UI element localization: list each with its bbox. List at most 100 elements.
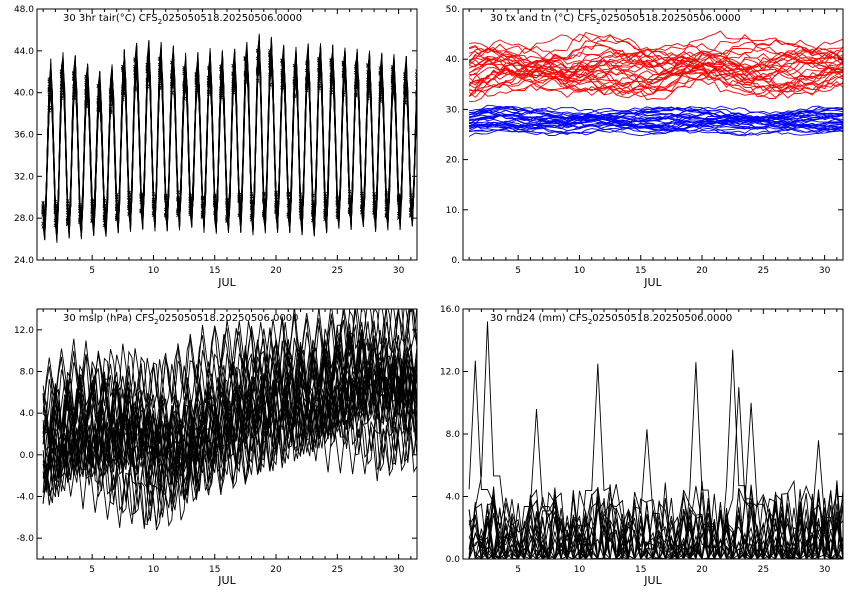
mslp-title: 30 mslp (hPa) CFS2025050518.20250506.000… <box>63 313 299 326</box>
tair-x-tick-label: 5 <box>89 266 95 276</box>
rnd24-x-tick-label: 20 <box>696 565 708 575</box>
tair-y-tick-label: 40.0 <box>14 89 34 99</box>
mslp-x-tick-label: 5 <box>89 565 95 575</box>
rnd24-x-axis-label: JUL <box>643 574 662 587</box>
mslp-y-tick-label: 0.0 <box>20 451 35 461</box>
rnd24-member-line <box>468 490 843 559</box>
rnd24-y-tick-label: 4.0 <box>446 493 461 503</box>
tair-y-tick-label: 36.0 <box>14 131 34 141</box>
mslp-y-tick-label: -8.0 <box>16 534 34 544</box>
mslp-member-line <box>42 340 417 491</box>
tx-tn-member-line <box>468 31 843 65</box>
tx-tn-member-line <box>468 61 843 90</box>
mslp-member-line <box>42 383 417 529</box>
tx-tn-x-tick-label: 25 <box>758 266 769 276</box>
tx-tn-member-line <box>468 55 843 88</box>
rnd24-x-tick-label: 30 <box>819 565 831 575</box>
tx-tn-member-line <box>468 43 843 74</box>
tx-tn-member-line <box>469 112 843 127</box>
tx-tn-member-line <box>469 113 843 130</box>
tair-point-marker <box>415 82 417 86</box>
tair-point-marker <box>415 76 417 81</box>
tx-tn-member-line <box>469 105 843 122</box>
rnd24-member-line <box>469 489 843 559</box>
tx-tn-y-tick-label: 0. <box>451 256 460 266</box>
tair-y-tick-label: 32.0 <box>14 172 34 182</box>
rnd24-member-line <box>468 387 843 559</box>
mslp-y-tick-label: 12.0 <box>14 326 34 336</box>
tair-x-tick-label: 10 <box>148 266 160 276</box>
mslp-y-tick-label: 8.0 <box>20 368 35 378</box>
tx-tn-member-line <box>468 67 843 98</box>
tx-tn-y-tick-label: 10. <box>446 206 460 216</box>
rnd24-member-line <box>469 491 843 559</box>
rnd24-y-tick-label: 16.0 <box>440 305 460 315</box>
rnd24-x-tick-label: 15 <box>635 565 646 575</box>
rnd24-member-line <box>469 484 843 559</box>
rnd24-member-line <box>468 495 843 559</box>
tair-x-tick-label: 20 <box>270 266 282 276</box>
tx-tn-member-line <box>468 47 843 79</box>
mslp-member-line <box>42 340 417 473</box>
mslp-member-line <box>42 357 417 493</box>
rnd24-x-tick-label: 10 <box>574 565 586 575</box>
tx-tn-member-line <box>469 105 843 121</box>
rnd24-x-tick-label: 25 <box>758 565 769 575</box>
rnd24-y-tick-label: 12.0 <box>440 368 460 378</box>
tair-point-marker <box>415 69 417 73</box>
tx-tn-member-line <box>468 38 843 71</box>
tair-x-tick-label: 30 <box>393 266 405 276</box>
mslp-panel: 5 10 15 20 25 30 -8.0 -4.0 0.0 4.0 8.0 12.0 30 mslp… <box>14 308 418 587</box>
mslp-x-tick-label: 25 <box>332 565 343 575</box>
tx-tn-member-line <box>469 37 843 64</box>
rnd24-member-line <box>469 482 843 559</box>
tx-tn-title: 30 tx and tn (°C) CFS2025050518.20250506… <box>490 13 741 26</box>
tx-tn-x-tick-label: 20 <box>696 266 708 276</box>
tx-tn-member-line <box>469 115 843 132</box>
tx-tn-y-tick-label: 50. <box>446 5 460 15</box>
mslp-member-line <box>42 309 417 440</box>
tair-member-line <box>42 43 417 243</box>
tair-panel: 5 10 15 20 25 3024.028.032.036.040.044.048.0 … <box>14 5 418 289</box>
rnd24-panel: 5 10 15 20 25 30 0.0 4.0 8.0 12.0 16.0 30 rnd24 (m… <box>440 305 844 587</box>
tx-tn-x-tick-label: 15 <box>635 266 646 276</box>
tair-y-tick-label: 24.0 <box>14 256 34 266</box>
tx-tn-y-tick-label: 40. <box>446 55 460 65</box>
tx-tn-panel: 5 10 15 20 25 30 0. 10. 20. 30. 40. 50. 30 tx and t… <box>446 5 844 289</box>
tx-tn-member-line <box>468 114 843 130</box>
tx-tn-member-line <box>468 63 843 99</box>
tx-tn-member-line <box>469 107 843 123</box>
tx-tn-member-line <box>468 30 843 67</box>
tx-tn-x-tick-label: 30 <box>819 266 831 276</box>
mslp-x-tick-label: 15 <box>209 565 220 575</box>
tx-tn-member-line <box>469 109 843 124</box>
rnd24-y-tick-label: 0.0 <box>446 555 461 565</box>
mslp-y-tick-label: 4.0 <box>20 409 35 419</box>
rnd24-member-line <box>469 489 843 559</box>
tx-tn-x-tick-label: 10 <box>574 266 586 276</box>
rnd24-x-tick-label: 5 <box>515 565 521 575</box>
tx-tn-y-tick-label: 20. <box>446 156 460 166</box>
mslp-x-tick-label: 20 <box>270 565 282 575</box>
tx-tn-x-axis-label: JUL <box>643 276 662 289</box>
tx-tn-member-line <box>468 59 843 93</box>
tair-x-axis-label: JUL <box>217 276 236 289</box>
mslp-member-line <box>42 356 417 507</box>
tair-x-tick-label: 15 <box>209 266 220 276</box>
tair-title: 30 3hr tair(°C) CFS2025050518.20250506.0… <box>63 13 302 26</box>
rnd24-member-line <box>469 480 843 559</box>
tair-y-tick-label: 28.0 <box>14 214 34 224</box>
tx-tn-x-tick-label: 5 <box>515 266 521 276</box>
mslp-x-axis-label: JUL <box>217 574 236 587</box>
tx-tn-member-line <box>468 58 843 92</box>
tair-y-tick-label: 48.0 <box>14 5 34 15</box>
tx-tn-member-line <box>468 69 843 99</box>
tair-y-tick-label: 44.0 <box>14 47 34 57</box>
tair-point-marker <box>415 72 417 77</box>
rnd24-member-line <box>468 440 843 559</box>
tx-tn-member-line <box>469 61 843 93</box>
rnd24-title: 30 rnd24 (mm) CFS2025050518.20250506.000… <box>490 313 732 326</box>
tx-tn-member-line <box>469 50 843 83</box>
mslp-member-line <box>42 309 417 455</box>
